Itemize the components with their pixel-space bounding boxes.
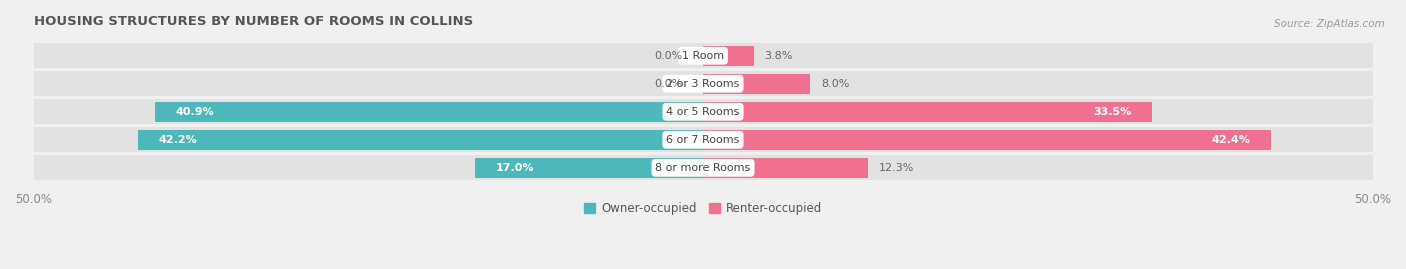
Legend: Owner-occupied, Renter-occupied: Owner-occupied, Renter-occupied: [583, 202, 823, 215]
Text: 17.0%: 17.0%: [495, 163, 534, 173]
Bar: [703, 74, 810, 94]
Bar: [475, 158, 703, 178]
Text: 3.8%: 3.8%: [765, 51, 793, 61]
Bar: [34, 128, 1372, 152]
Text: 1 Room: 1 Room: [682, 51, 724, 61]
Text: 0.0%: 0.0%: [655, 51, 683, 61]
Bar: [155, 102, 703, 122]
Bar: [34, 155, 1372, 180]
Bar: [34, 72, 1372, 96]
Text: 2 or 3 Rooms: 2 or 3 Rooms: [666, 79, 740, 89]
Bar: [34, 43, 1372, 68]
Text: 6 or 7 Rooms: 6 or 7 Rooms: [666, 135, 740, 145]
Text: 33.5%: 33.5%: [1094, 107, 1132, 117]
Text: 8.0%: 8.0%: [821, 79, 849, 89]
Bar: [703, 130, 1271, 150]
Bar: [703, 158, 868, 178]
Bar: [703, 46, 754, 66]
Text: 40.9%: 40.9%: [176, 107, 214, 117]
Text: Source: ZipAtlas.com: Source: ZipAtlas.com: [1274, 19, 1385, 29]
Text: HOUSING STRUCTURES BY NUMBER OF ROOMS IN COLLINS: HOUSING STRUCTURES BY NUMBER OF ROOMS IN…: [34, 15, 472, 28]
Text: 12.3%: 12.3%: [879, 163, 914, 173]
Text: 0.0%: 0.0%: [655, 79, 683, 89]
Bar: [138, 130, 703, 150]
Text: 42.4%: 42.4%: [1212, 135, 1251, 145]
Text: 8 or more Rooms: 8 or more Rooms: [655, 163, 751, 173]
Bar: [34, 100, 1372, 124]
Text: 4 or 5 Rooms: 4 or 5 Rooms: [666, 107, 740, 117]
Text: 42.2%: 42.2%: [157, 135, 197, 145]
Bar: [703, 102, 1152, 122]
